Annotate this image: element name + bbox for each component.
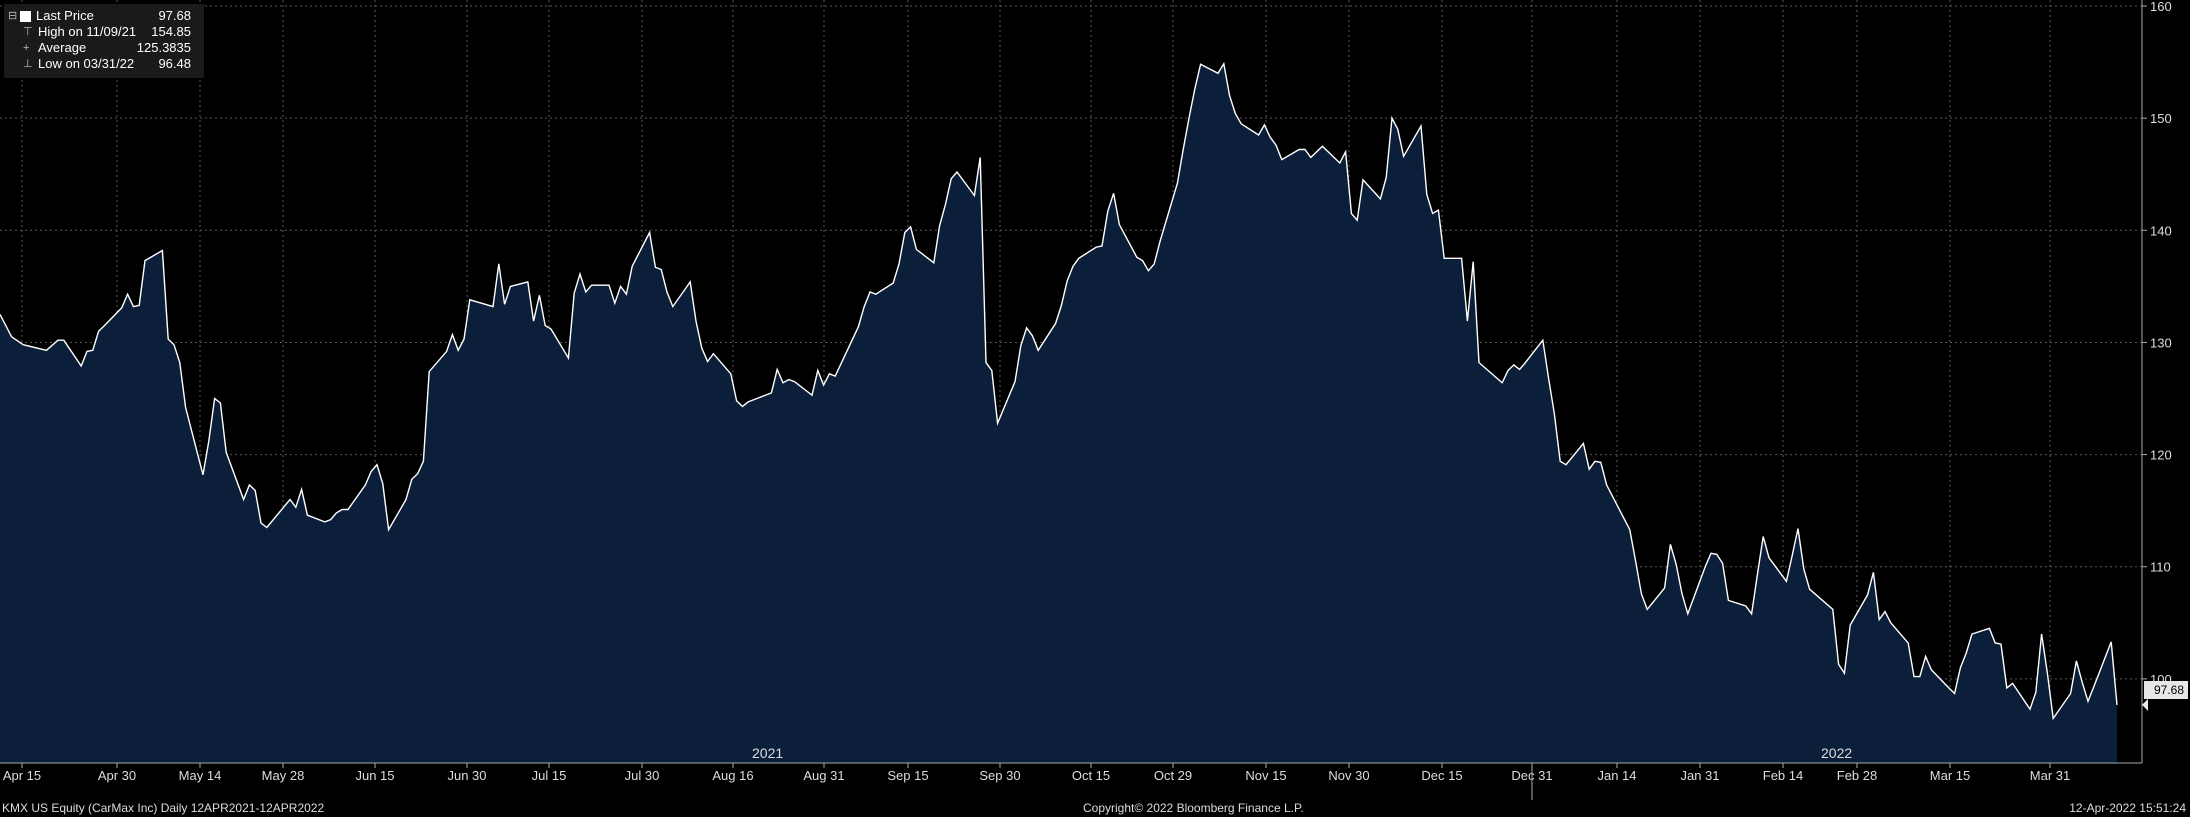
legend-average-label: Average: [38, 40, 87, 55]
y-tick-label: 140: [2150, 223, 2172, 238]
x-tick-label: Jun 30: [447, 768, 486, 783]
y-tick-label: 110: [2150, 560, 2171, 575]
high-marker-icon: ⊤: [23, 26, 33, 38]
legend-box: ⊟ Last Price 97.68 ⊤ High on 11/09/21 15…: [4, 4, 204, 78]
x-tick-label: Sep 15: [887, 768, 928, 783]
x-tick-label: Sep 30: [979, 768, 1020, 783]
y-tick-label: 130: [2150, 335, 2172, 350]
y-tick-label: 150: [2150, 111, 2172, 126]
x-tick-label: Oct 15: [1072, 768, 1110, 783]
legend-low-value: 96.48: [158, 56, 191, 71]
footer-timestamp: 12-Apr-2022 15:51:24: [2069, 801, 2186, 815]
legend-high-value: 154.85: [151, 24, 191, 39]
legend-low: ⊥ Low on 03/31/22 96.48: [4, 56, 204, 72]
legend-low-label: Low on 03/31/22: [38, 56, 135, 71]
x-tick-label: Mar 15: [1930, 768, 1970, 783]
legend-high-label: High on 11/09/21: [38, 24, 137, 39]
last-price-pointer: [2142, 698, 2148, 711]
price-area: [0, 63, 2117, 764]
legend-high: ⊤ High on 11/09/21 154.85: [4, 24, 204, 40]
x-tick-label: May 14: [179, 768, 222, 783]
x-tick-label: Jun 15: [355, 768, 394, 783]
low-marker-icon: ⊥: [23, 58, 33, 70]
legend-last-value: 97.68: [158, 8, 191, 23]
legend-last-label: Last Price: [36, 8, 94, 23]
footer-copyright: Copyright© 2022 Bloomberg Finance L.P.: [1083, 801, 1304, 815]
legend-average: + Average 125.3835: [4, 40, 204, 56]
x-tick-label: Dec 15: [1421, 768, 1462, 783]
x-tick-label: Nov 15: [1245, 768, 1286, 783]
x-tick-label: May 28: [262, 768, 305, 783]
year-label-2022: 2022: [1821, 745, 1853, 761]
legend-last-price: ⊟ Last Price 97.68: [4, 8, 204, 24]
last-price-badge: 97.68: [2144, 681, 2188, 699]
year-label-2021: 2021: [752, 745, 784, 761]
x-tick-label: Aug 31: [803, 768, 844, 783]
x-tick-label: Jul 30: [625, 768, 660, 783]
x-tick-label: Aug 16: [712, 768, 753, 783]
x-tick-label: Feb 14: [1763, 768, 1803, 783]
y-tick-label: 160: [2150, 0, 2172, 14]
x-tick-label: Feb 28: [1837, 768, 1877, 783]
x-tick-label: Jul 15: [532, 768, 567, 783]
x-tick-label: Jan 14: [1597, 768, 1636, 783]
x-axis: Apr 15 Apr 30 May 14 May 28 Jun 15 Jun 30 Jul …: [0, 762, 2142, 800]
x-tick-label: Oct 29: [1154, 768, 1192, 783]
average-marker-icon: +: [23, 42, 30, 54]
x-tick-label: Apr 15: [3, 768, 41, 783]
price-line: [0, 61, 2118, 721]
legend-tree-icon: ⊟: [8, 10, 18, 22]
footer-ticker-info: KMX US Equity (CarMax Inc) Daily 12APR20…: [2, 801, 325, 815]
x-tick-label: Mar 31: [2030, 768, 2070, 783]
y-tick-label: 120: [2150, 448, 2172, 463]
legend-average-value: 125.3835: [136, 40, 191, 55]
x-tick-label: Apr 30: [98, 768, 136, 783]
last-price-swatch: [20, 11, 31, 22]
x-tick-label: Jan 31: [1680, 768, 1719, 783]
x-tick-label: Nov 30: [1328, 768, 1369, 783]
